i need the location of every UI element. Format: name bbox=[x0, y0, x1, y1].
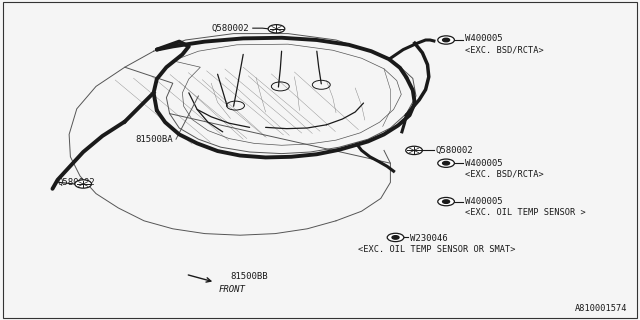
Text: W400005: W400005 bbox=[465, 159, 502, 168]
Circle shape bbox=[438, 36, 454, 44]
Circle shape bbox=[443, 200, 449, 203]
Circle shape bbox=[392, 236, 399, 239]
Text: <EXC. BSD/RCTA>: <EXC. BSD/RCTA> bbox=[465, 170, 543, 179]
Text: Q580002: Q580002 bbox=[435, 146, 473, 155]
Text: W400005: W400005 bbox=[465, 197, 502, 206]
Text: Q580002: Q580002 bbox=[58, 178, 95, 187]
Text: <EXC. OIL TEMP SENSOR OR SMAT>: <EXC. OIL TEMP SENSOR OR SMAT> bbox=[358, 245, 516, 254]
Text: W400005: W400005 bbox=[465, 34, 502, 43]
Circle shape bbox=[406, 146, 422, 155]
Text: A810001574: A810001574 bbox=[575, 304, 627, 313]
Text: FRONT: FRONT bbox=[218, 285, 245, 294]
Text: 81500BA: 81500BA bbox=[135, 135, 173, 144]
Circle shape bbox=[268, 25, 285, 33]
Circle shape bbox=[438, 197, 454, 206]
Circle shape bbox=[443, 38, 449, 42]
Circle shape bbox=[75, 180, 92, 188]
Circle shape bbox=[438, 159, 454, 167]
Text: W230046: W230046 bbox=[410, 234, 447, 243]
Text: Q580002: Q580002 bbox=[212, 24, 250, 33]
Circle shape bbox=[443, 162, 449, 165]
Text: 81500BB: 81500BB bbox=[231, 272, 268, 281]
Circle shape bbox=[387, 233, 404, 242]
Text: <EXC. BSD/RCTA>: <EXC. BSD/RCTA> bbox=[465, 45, 543, 54]
Text: <EXC. OIL TEMP SENSOR >: <EXC. OIL TEMP SENSOR > bbox=[465, 208, 586, 217]
